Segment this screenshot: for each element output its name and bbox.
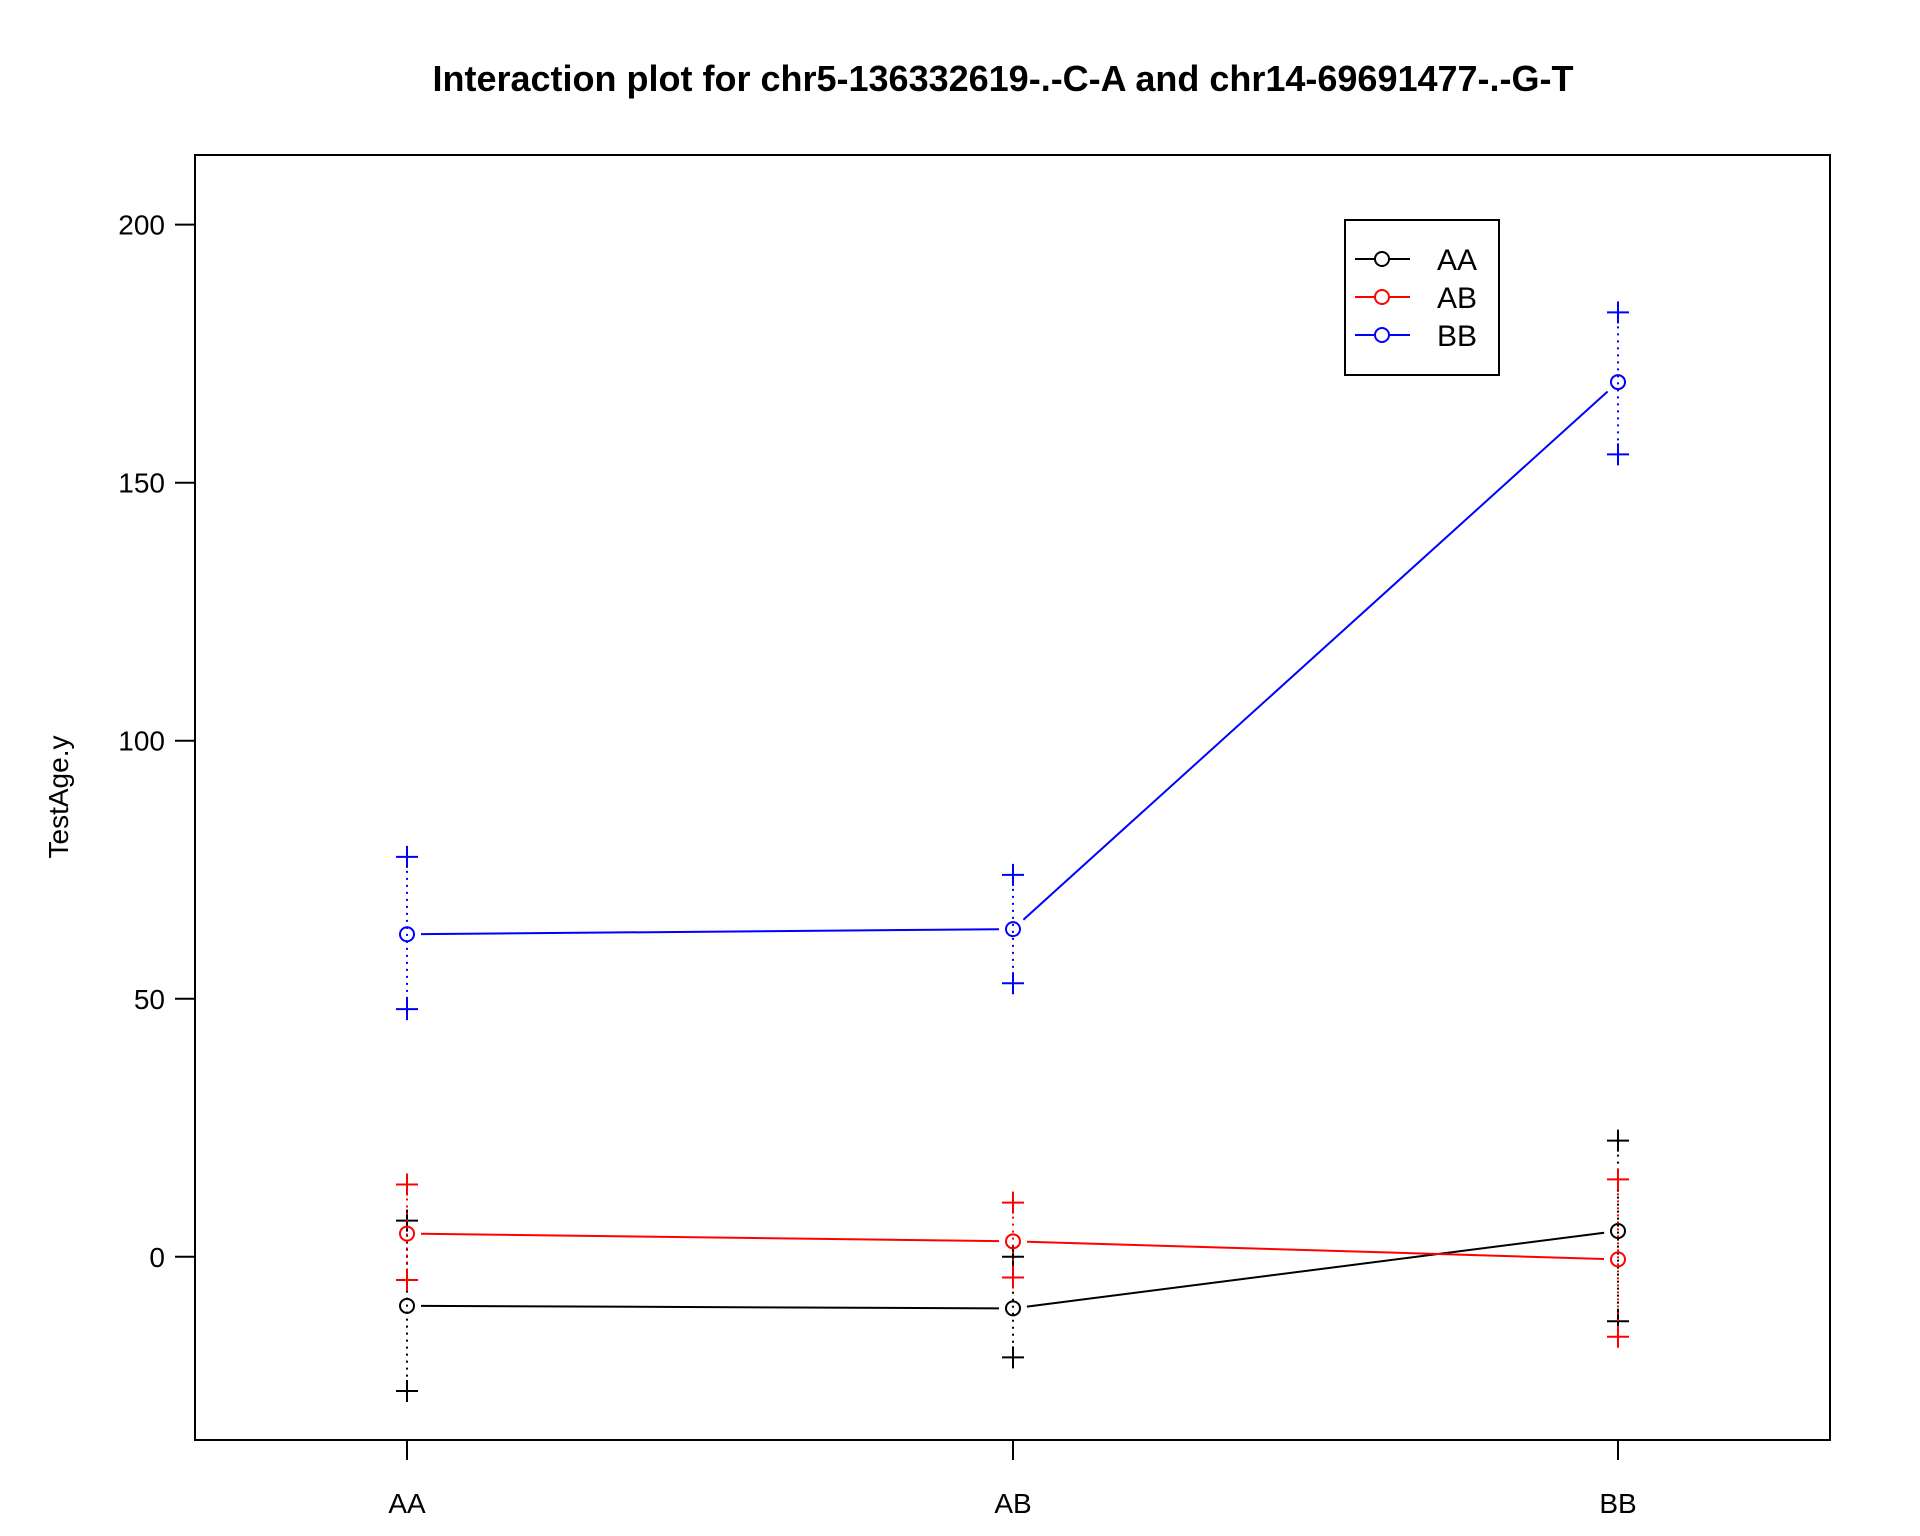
x-tick-label: BB: [1599, 1488, 1636, 1519]
series-bb: [396, 301, 1629, 1021]
upper-bound-marker: [1002, 1245, 1024, 1268]
chart-title: Interaction plot for chr5-136332619-.-C-…: [432, 58, 1573, 99]
legend: AA AB BB: [1344, 219, 1500, 376]
legend-label: AA: [1437, 244, 1477, 277]
series-layer: [396, 301, 1629, 1402]
lower-bound-marker: [396, 998, 418, 1021]
mean-point: [1005, 1233, 1021, 1250]
upper-bound-marker: [396, 1173, 418, 1196]
y-axis: 0 50 100 150 200: [118, 210, 195, 1273]
mean-point: [399, 1297, 415, 1314]
mean-point: [1005, 1300, 1021, 1317]
upper-bound-marker: [1002, 1191, 1024, 1214]
mean-point: [399, 1225, 415, 1242]
series-line: [420, 1304, 1000, 1310]
upper-bound-marker: [1607, 301, 1629, 324]
series-line: [1026, 1231, 1605, 1308]
upper-bound-marker: [396, 845, 418, 868]
lower-bound-marker: [1002, 1346, 1024, 1369]
x-tick-label: AA: [388, 1488, 426, 1519]
upper-bound-marker: [1002, 863, 1024, 886]
series-line: [420, 1232, 1000, 1243]
lower-bound-marker: [1607, 443, 1629, 466]
legend-marker: [1374, 327, 1390, 343]
mean-point: [1005, 921, 1021, 938]
lower-bound-marker: [396, 1379, 418, 1402]
lower-bound-marker: [1607, 1325, 1629, 1348]
y-axis-label: TestAge.y: [43, 736, 74, 859]
legend-marker: [1374, 289, 1390, 305]
lower-bound-marker: [1002, 1266, 1024, 1289]
y-tick-label: 150: [118, 468, 165, 499]
legend-label: BB: [1437, 320, 1477, 353]
series-ab: [396, 1168, 1629, 1348]
lower-bound-marker: [396, 1269, 418, 1292]
upper-bound-marker: [1607, 1168, 1629, 1191]
legend-item-ab: AB: [1355, 282, 1477, 315]
lower-bound-marker: [1002, 972, 1024, 995]
mean-point: [1610, 1222, 1626, 1239]
legend-item-aa: AA: [1355, 244, 1477, 277]
mean-point: [1610, 1251, 1626, 1268]
x-axis: AA AB BB: [388, 1440, 1637, 1519]
x-tick-label: AB: [994, 1488, 1031, 1519]
upper-bound-marker: [1607, 1129, 1629, 1152]
series-line: [420, 928, 1000, 936]
y-tick-label: 200: [118, 210, 165, 241]
series-line: [1022, 390, 1609, 921]
mean-point: [1610, 374, 1626, 391]
legend-item-bb: BB: [1355, 320, 1477, 353]
y-tick-label: 0: [149, 1242, 165, 1273]
y-tick-label: 50: [134, 984, 165, 1015]
y-tick-label: 100: [118, 726, 165, 757]
series-line: [1026, 1240, 1605, 1260]
mean-point: [399, 926, 415, 943]
legend-marker: [1374, 251, 1390, 267]
legend-label: AB: [1437, 282, 1477, 315]
